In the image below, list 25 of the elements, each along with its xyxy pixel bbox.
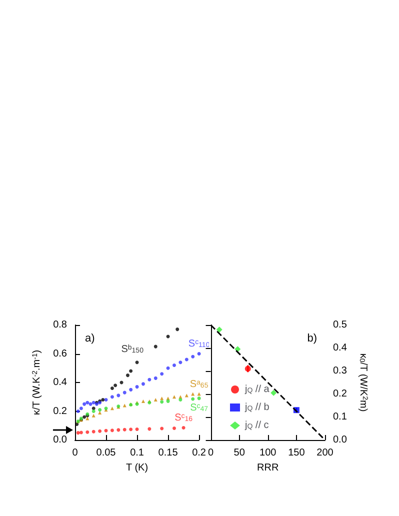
y-tick-label: 0.4 <box>333 342 348 354</box>
x-tick-label: 100 <box>260 448 277 458</box>
y-tick-label: 0.3 <box>333 366 348 376</box>
y-tick-label: 0.8 <box>53 320 68 330</box>
x-tick-label: 150 <box>288 448 306 458</box>
x-tick-label: 0.2 <box>192 448 206 458</box>
y-tick-label: 0.2 <box>53 406 68 417</box>
x-tick-label: 0.15 <box>158 448 178 458</box>
x-tick-label: 0.05 <box>96 448 116 458</box>
y-tick-label: 0.0 <box>333 434 348 446</box>
x-tick-label: 0 <box>72 448 78 458</box>
y-tick-label: 0.2 <box>333 388 348 400</box>
y-tick-label: 0.5 <box>333 320 348 330</box>
x-tick-label: 200 <box>316 448 334 458</box>
y-tick-label: 0.0 <box>53 434 68 446</box>
x-tick-label: 0 <box>208 448 214 458</box>
y-tick-label: 0.4 <box>53 377 68 388</box>
annotation: a) <box>85 332 95 344</box>
x-tick-label: 0.1 <box>130 448 144 458</box>
x-axis-title: T (K) <box>126 462 148 474</box>
y-tick-label: 0.1 <box>333 412 348 422</box>
annotation: b) <box>307 332 317 344</box>
x-tick-label: 50 <box>234 448 246 458</box>
y-tick-label: 0.6 <box>53 348 68 360</box>
x-axis-title: RRR <box>257 462 279 474</box>
